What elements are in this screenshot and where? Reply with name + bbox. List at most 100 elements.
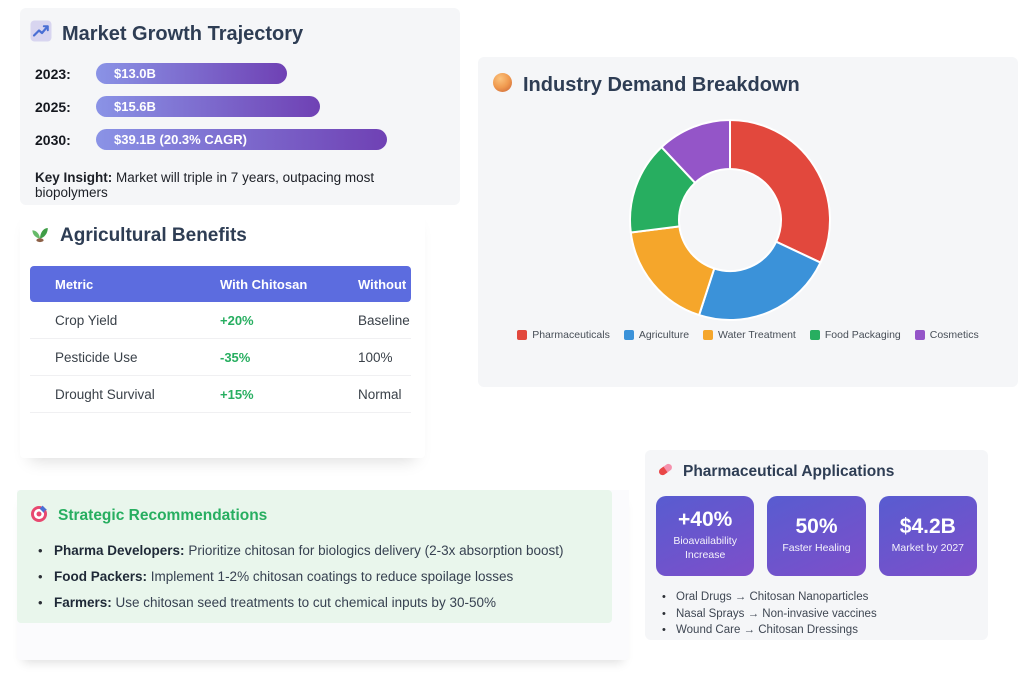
table-row: Drought Survival +15% Normal [30,375,411,413]
market-growth-card: Market Growth Trajectory 2023: $13.0B 2025… [20,8,460,205]
strategy-bullet-label: Food Packers: [54,569,148,584]
donut-slice-pharmaceuticals [729,118,831,264]
industry-demand-card: Industry Demand Breakdown Pharmaceutical… [478,57,1018,387]
agricultural-benefits-heading: Agricultural Benefits [30,223,413,249]
key-insight-label: Key Insight: [35,170,113,185]
legend-label: Pharmaceuticals [532,329,610,341]
target-icon [30,503,50,528]
growth-bar-row: 2030: $39.1B (20.3% CAGR) [35,129,446,150]
pharma-bullet-text: Oral Drugs → Chitosan Nanoparticles [676,591,869,603]
globe-icon [492,72,513,99]
stat-value: +40% [678,508,733,532]
strategy-bullet-text: Prioritize chitosan for biologics delive… [184,543,564,558]
table-header-row: Metric With Chitosan Without [30,266,411,302]
pharmaceutical-applications-card: Pharmaceutical Applications +40% Bioavail… [645,450,988,640]
market-growth-title: Market Growth Trajectory [62,22,304,45]
strategy-bullet: • Pharma Developers: Prioritize chitosan … [38,538,612,564]
pharma-bullet: • Oral Drugs → Chitosan Nanoparticles [662,589,988,606]
donut-slice-water-treatment [629,225,716,317]
pill-icon [656,460,675,484]
pharma-bullet: • Wound Care → Chitosan Dressings [662,622,988,639]
legend-item-food-packaging[interactable]: Food Packaging [809,329,901,341]
pharma-bullet-list: • Oral Drugs → Chitosan Nanoparticles • Nas… [662,589,988,639]
agri-benefits-table: Metric With Chitosan Without Crop Yield +20… [30,266,411,413]
table-cell: Crop Yield [30,302,195,339]
strategy-bullet-text: Implement 1-2% chitosan coatings to redu… [147,569,514,584]
strategy-bullet-list: • Pharma Developers: Prioritize chitosan … [38,538,612,616]
legend-label: Food Packaging [824,329,901,341]
bar-year-label: 2025: [35,98,71,115]
legend-label: Cosmetics [929,329,979,341]
table-cell: -35% [195,338,333,376]
seedling-icon [30,223,50,249]
industry-demand-title: Industry Demand Breakdown [523,74,800,96]
donut-chart-wrap [625,115,835,325]
strategy-bullet-label: Farmers: [54,595,112,610]
legend-item-agriculture[interactable]: Agriculture [623,329,690,341]
industry-demand-heading: Industry Demand Breakdown [492,72,1018,99]
table-cell: +20% [195,302,333,339]
bar-value-label: $39.1B (20.3% CAGR) [114,132,247,147]
table-cell: +15% [195,375,333,413]
bullet-dot: • [38,595,43,610]
growth-bar-row: 2025: $15.6B [35,96,446,117]
legend-label: Water Treatment [718,329,796,341]
stat-card: $4.2B Market by 2027 [878,496,977,576]
legend-item-water-treatment[interactable]: Water Treatment [703,329,796,341]
pharma-stats-row: +40% Bioavailability Increase 50% Faster He… [656,496,977,576]
bullet-dot: • [662,591,666,603]
growth-bar: $15.6B [96,96,320,117]
stat-value: 50% [795,515,838,539]
stat-card: +40% Bioavailability Increase [656,496,755,576]
agricultural-benefits-title: Agricultural Benefits [60,225,247,246]
growth-bars: 2023: $13.0B 2025: $15.6B 2030: $39.1B (20.3%… [30,63,446,150]
bar-value-label: $13.0B [114,66,156,81]
chart-increasing-icon [30,20,52,48]
stat-value: $4.2B [899,515,956,539]
table-cell: Drought Survival [30,375,195,413]
table-row: Crop Yield +20% Baseline [30,302,411,339]
legend-swatch [703,330,714,340]
stat-label: Bioavailability Increase [673,535,737,561]
growth-bar: $39.1B (20.3% CAGR) [96,129,387,150]
pharma-bullet: • Nasal Sprays → Non-invasive vaccines [662,606,988,623]
strategy-bullet-text: Use chitosan seed treatments to cut chem… [111,595,496,610]
table-header-cell: Without [333,266,411,302]
market-growth-heading: Market Growth Trajectory [30,20,446,48]
bar-year-label: 2030: [35,131,71,148]
legend-label: Agriculture [638,329,690,341]
donut-chart [629,118,831,321]
bar-year-label: 2023: [35,65,71,82]
bar-value-label: $15.6B [114,99,156,114]
growth-bar: $13.0B [96,63,287,84]
growth-bar-row: 2023: $13.0B [35,63,446,84]
key-insight: Key Insight: Market will triple in 7 yea… [35,170,375,200]
donut-slice-cosmetics [660,118,731,185]
strategy-bullet: • Farmers: Use chitosan seed treatments t… [38,590,612,616]
bullet-dot: • [38,543,43,558]
agri-table-head: Metric With Chitosan Without [30,266,411,302]
strategy-bullet-label: Pharma Developers: [54,543,185,558]
legend-swatch [809,330,820,340]
donut-legend: Pharmaceuticals Agriculture Water Treatmen… [478,329,1018,341]
pharmaceutical-applications-heading: Pharmaceutical Applications [656,460,988,484]
pharma-bullet-text: Nasal Sprays → Non-invasive vaccines [676,607,877,620]
table-cell: 100% [333,338,411,376]
legend-swatch [623,330,634,340]
strategic-recommendations-title: Strategic Recommendations [58,506,268,524]
donut-slice-agriculture [697,240,822,321]
legend-swatch [914,330,925,340]
strategy-bullet: • Food Packers: Implement 1-2% chitosan c… [38,564,612,590]
legend-item-cosmetics[interactable]: Cosmetics [914,329,979,341]
stat-label: Market by 2027 [891,542,964,555]
pharma-bullet-text: Wound Care → Chitosan Dressings [676,624,858,636]
stat-label: Faster Healing [782,542,851,555]
table-cell: Pesticide Use [30,338,195,376]
bullet-dot: • [38,569,43,584]
legend-item-pharmaceuticals[interactable]: Pharmaceuticals [517,329,610,341]
table-header-cell: Metric [30,266,195,302]
strategic-recommendations-heading: Strategic Recommendations [30,503,612,528]
agri-table-body: Crop Yield +20% Baseline Pesticide Use -35% 1… [30,302,411,413]
strategic-recommendations-card: Strategic Recommendations • Pharma Develo… [17,490,612,623]
